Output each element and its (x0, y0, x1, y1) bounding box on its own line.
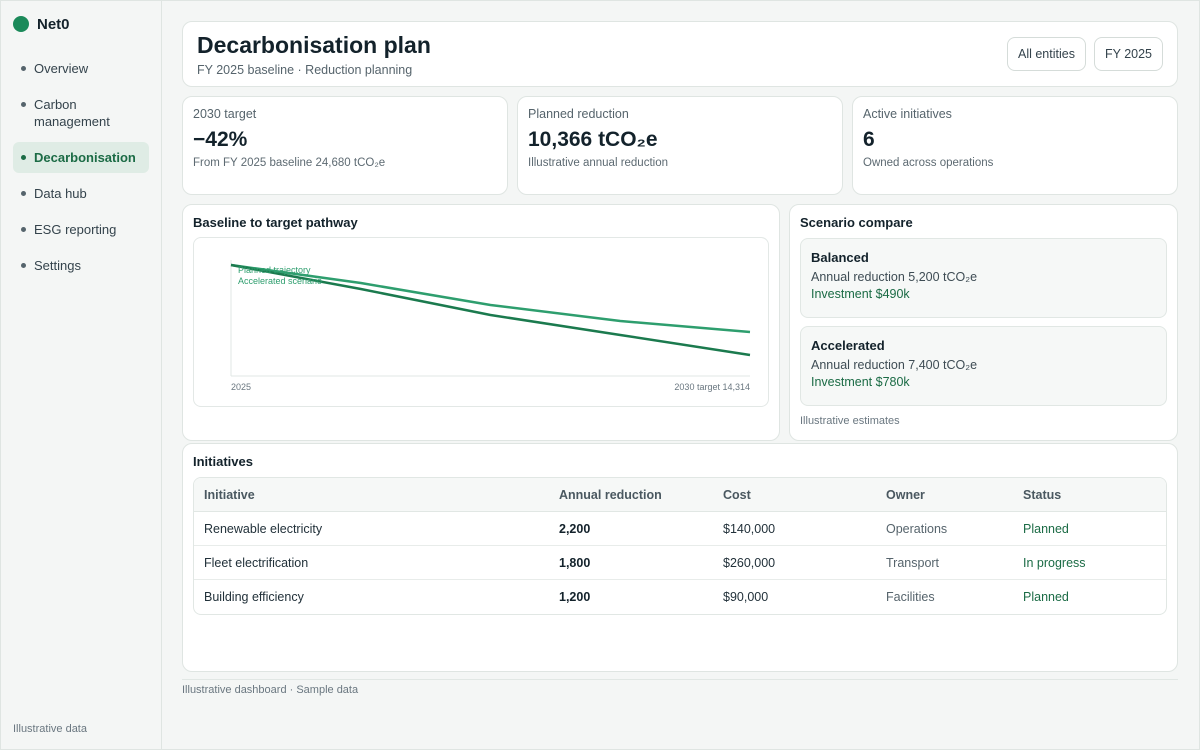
page-subtitle: FY 2025 baseline · Reduction planning (197, 63, 413, 77)
initiatives-title: Initiatives (193, 454, 253, 469)
pathway-title: Baseline to target pathway (193, 215, 358, 230)
entities-filter-button[interactable]: All entities (1006, 37, 1086, 71)
scenario-name: Accelerated (811, 338, 885, 353)
cell-owner: Transport (876, 546, 1013, 580)
sidebar-item-label: Data hub (34, 186, 87, 201)
sidebar-footer: Illustrative data (13, 723, 87, 735)
kpi-card-active-initiatives: Active initiatives 6 Owned across operat… (852, 96, 1178, 195)
cell-status: In progress (1013, 546, 1166, 580)
scenario-balanced[interactable]: Balanced Annual reduction 5,200 tCO₂e In… (800, 238, 1167, 318)
kpi-value: −42% (193, 128, 248, 151)
brand[interactable]: Net0 (13, 13, 149, 35)
initiatives-table: Initiative Annual reduction Cost Owner S… (193, 477, 1167, 615)
kpi-value: 6 (863, 128, 875, 151)
fiscal-year-button[interactable]: FY 2025 (1093, 37, 1163, 71)
table-row[interactable]: Building efficiency 1,200 $90,000 Facili… (194, 580, 1166, 614)
initiatives-card: Initiatives Initiative Annual reduction … (182, 443, 1178, 672)
cell-status: Planned (1013, 512, 1166, 546)
kpi-row: 2030 target −42% From FY 2025 baseline 2… (182, 96, 1178, 195)
column-header-status[interactable]: Status (1013, 478, 1166, 512)
series-line-accelerated-scenario (230, 263, 751, 357)
cell-owner: Operations (876, 512, 1013, 546)
table-row[interactable]: Renewable electricity 2,200 $140,000 Ope… (194, 512, 1166, 546)
page-header: Decarbonisation plan FY 2025 baseline · … (182, 21, 1178, 87)
sidebar-item-carbon-management[interactable]: Carbon management (13, 89, 149, 137)
x-end-label: 2030 target 14,314 (674, 382, 750, 392)
sidebar-item-label: Settings (34, 258, 81, 273)
page-footer: Illustrative dashboard · Sample data (182, 679, 1178, 696)
scenario-reduction: Annual reduction 7,400 tCO₂e (811, 358, 978, 372)
cell-cost: $90,000 (723, 590, 769, 604)
sidebar-item-decarbonisation[interactable]: Decarbonisation (13, 142, 149, 173)
column-header-initiative[interactable]: Initiative (194, 478, 549, 512)
main-content: Decarbonisation plan FY 2025 baseline · … (162, 1, 1199, 749)
sidebar-item-label: ESG reporting (34, 222, 117, 237)
brand-logo-icon (13, 16, 29, 32)
table-header-row: Initiative Annual reduction Cost Owner S… (194, 478, 1166, 512)
pathway-card: Baseline to target pathway Planned traje… (182, 204, 780, 441)
cell-status: Planned (1023, 590, 1069, 604)
cell-annual-reduction: 1,200 (559, 590, 591, 604)
page-title: Decarbonisation plan (197, 32, 431, 58)
legend-planned-trajectory: Planned trajectory (238, 265, 311, 275)
legend-accelerated-scenario: Accelerated scenario (238, 276, 322, 286)
kpi-note: From FY 2025 baseline 24,680 tCO₂e (193, 157, 386, 169)
scenario-compare-card: Scenario compare Balanced Annual reducti… (789, 204, 1178, 441)
table-row[interactable]: Fleet electrification 1,800 $260,000 Tra… (194, 546, 1166, 580)
sidebar-item-label: Decarbonisation (34, 150, 136, 165)
cell-owner: Facilities (886, 590, 935, 604)
bullet-icon (21, 263, 26, 268)
scenario-accelerated[interactable]: Accelerated Annual reduction 7,400 tCO₂e… (800, 326, 1167, 406)
sidebar-item-data-hub[interactable]: Data hub (13, 178, 149, 209)
sidebar: Net0 Overview Carbon management Decarbon… (1, 1, 162, 749)
cell-cost: $260,000 (713, 546, 876, 580)
scenario-footer: Illustrative estimates (800, 415, 900, 427)
sidebar-item-esg-reporting[interactable]: ESG reporting (13, 214, 149, 245)
kpi-value: 10,366 tCO₂e (528, 128, 658, 151)
sidebar-item-settings[interactable]: Settings (13, 250, 149, 281)
bullet-icon (21, 66, 26, 71)
sidebar-item-label: Overview (34, 61, 89, 76)
kpi-card-planned-reduction: Planned reduction 10,366 tCO₂e Illustrat… (517, 96, 843, 195)
cell-initiative: Renewable electricity (194, 512, 549, 546)
cell-cost: $140,000 (713, 512, 876, 546)
sidebar-nav: Overview Carbon management Decarbonisati… (13, 53, 149, 281)
kpi-note: Illustrative annual reduction (528, 157, 668, 169)
bullet-icon (21, 102, 26, 107)
kpi-label: Active initiatives (863, 107, 952, 121)
bullet-icon (21, 227, 26, 232)
pathway-chart-svg: Planned trajectory Accelerated scenario … (230, 260, 751, 392)
cell-annual-reduction: 2,200 (549, 512, 713, 546)
scenario-investment: Investment $780k (811, 375, 910, 389)
scenario-reduction: Annual reduction 5,200 tCO₂e (811, 270, 978, 284)
column-header-annual-reduction[interactable]: Annual reduction (549, 478, 713, 512)
pathway-chart: Planned trajectory Accelerated scenario … (193, 237, 769, 407)
cell-initiative: Building efficiency (204, 590, 304, 604)
kpi-note: Owned across operations (863, 157, 994, 169)
cell-initiative: Fleet electrification (194, 546, 549, 580)
series-line-planned-trajectory (230, 263, 751, 334)
kpi-label: 2030 target (193, 107, 257, 121)
brand-name: Net0 (37, 15, 70, 33)
scenario-name: Balanced (811, 250, 869, 265)
column-header-cost[interactable]: Cost (713, 478, 876, 512)
bullet-icon (21, 155, 26, 160)
x-start-label: 2025 (231, 382, 251, 392)
scenario-investment: Investment $490k (811, 287, 910, 301)
scenario-title: Scenario compare (800, 215, 913, 230)
bullet-icon (21, 191, 26, 196)
cell-annual-reduction: 1,800 (549, 546, 713, 580)
kpi-card-target: 2030 target −42% From FY 2025 baseline 2… (182, 96, 508, 195)
sidebar-item-overview[interactable]: Overview (13, 53, 149, 84)
analysis-row: Baseline to target pathway Planned traje… (182, 204, 1178, 441)
kpi-label: Planned reduction (528, 107, 629, 121)
column-header-owner[interactable]: Owner (876, 478, 1013, 512)
sidebar-item-label: Carbon management (34, 97, 110, 129)
